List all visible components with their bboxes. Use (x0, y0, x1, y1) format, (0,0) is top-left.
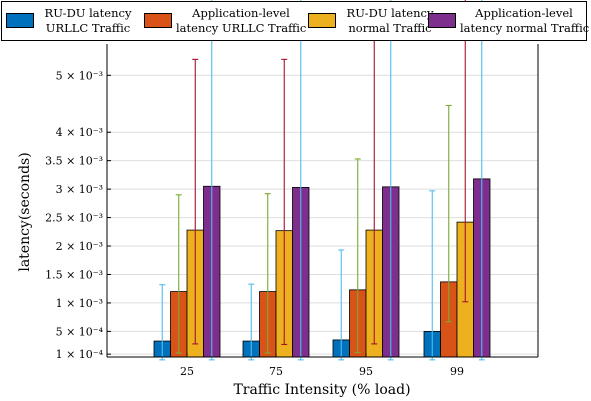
legend-label: RU-DU latency URLLC Traffic (44, 6, 132, 35)
bars (153, 178, 491, 358)
y-tick-label: 1 × 10⁻⁴ (56, 348, 104, 361)
legend-swatch (428, 13, 456, 28)
legend-label: RU-DU latency normal Traffic (346, 6, 434, 35)
y-tick-label: 1.5 × 10⁻³ (45, 268, 103, 281)
legend-label: Application-level latency normal Traffic (460, 6, 590, 35)
legend-swatch (6, 13, 34, 28)
y-tick-label: 4 × 10⁻³ (56, 126, 103, 139)
y-tick-label: 5 × 10⁻³ (56, 69, 103, 82)
x-tick-label: 75 (269, 365, 283, 378)
legend-swatch (308, 13, 336, 28)
y-tick-label: 5 × 10⁻⁴ (56, 325, 104, 338)
x-tick-label: 95 (359, 365, 373, 378)
y-axis-label: latency(seconds) (17, 152, 33, 271)
y-tick-labels: 1 × 10⁻⁴ 5 × 10⁻⁴ 1 × 10⁻³ 1.5 × 10⁻³ 2 × 10… (45, 69, 104, 361)
y-tick-label: 3 × 10⁻³ (56, 183, 103, 196)
legend: RU-DU latency URLLC Traffic Application-l… (1, 1, 590, 41)
x-axis-label: Traffic Intensity (% load) (233, 382, 410, 398)
legend-label: Application-level latency URLLC Traffic (176, 6, 307, 35)
x-tick-label: 99 (450, 365, 464, 378)
y-tick-label: 2.5 × 10⁻³ (45, 212, 103, 225)
y-tick-label: 1 × 10⁻³ (56, 297, 103, 310)
x-tick-labels: 25 75 95 99 (180, 365, 464, 378)
y-tick-label: 3.5 × 10⁻³ (45, 155, 103, 168)
y-tick-label: 2 × 10⁻³ (56, 240, 103, 253)
axes (106, 44, 539, 358)
legend-swatch (144, 13, 172, 28)
x-tick-label: 25 (180, 365, 194, 378)
